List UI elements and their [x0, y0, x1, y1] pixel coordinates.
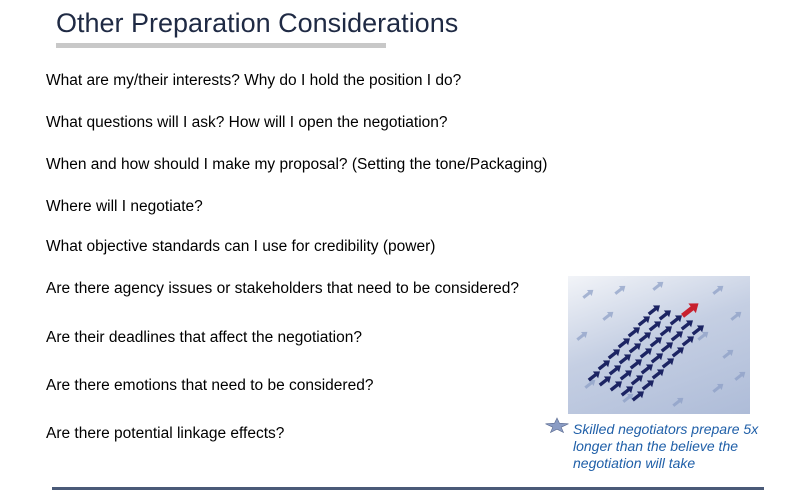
arrow-mark — [580, 286, 596, 301]
footer-rule — [52, 487, 764, 490]
arrow-mark — [648, 333, 665, 350]
question-opening: What questions will I ask? How will I op… — [46, 114, 448, 131]
arrow-mark — [627, 339, 644, 356]
arrow-mark — [680, 332, 697, 349]
arrow-mark — [628, 355, 645, 372]
arrow-mark — [638, 344, 655, 361]
question-location: Where will I negotiate? — [46, 198, 203, 215]
star-icon — [545, 417, 569, 433]
question-linkage: Are there potential linkage effects? — [46, 425, 285, 442]
arrow-mark — [616, 334, 633, 351]
arrow-mark — [574, 328, 590, 343]
arrow-mark — [678, 298, 703, 321]
arrow-mark — [710, 380, 726, 395]
arrow-mark — [650, 365, 667, 382]
arrow-mark — [639, 360, 656, 377]
arrow-mark — [650, 278, 666, 293]
arrow-mark — [606, 345, 623, 362]
arrow-mark — [600, 308, 616, 323]
arrow-mark — [660, 354, 677, 371]
question-emotions: Are there emotions that need to be consi… — [46, 377, 374, 394]
arrow-mark — [617, 350, 634, 367]
arrow-mark — [669, 327, 686, 344]
arrow-mark — [670, 343, 687, 360]
arrow-mark — [647, 317, 664, 334]
arrow-mark — [636, 312, 653, 329]
question-interests: What are my/their interests? Why do I ho… — [46, 72, 462, 89]
title-underline — [56, 43, 386, 48]
arrow-mark — [607, 361, 624, 378]
question-stakeholders: Are there agency issues or stakeholders … — [46, 280, 520, 297]
arrow-mark — [640, 376, 657, 393]
caption-text: Skilled negotiators prepare 5x longer th… — [573, 421, 759, 471]
arrow-mark — [597, 372, 614, 389]
arrow-mark — [649, 349, 666, 366]
arrow-mark — [732, 368, 748, 383]
arrow-mark — [596, 356, 613, 373]
arrow-mark — [619, 382, 636, 399]
arrows-flock-image — [568, 276, 750, 414]
arrow-mark — [679, 316, 696, 333]
arrows-illustration — [574, 278, 748, 409]
arrow-mark — [629, 371, 646, 388]
arrow-mark — [646, 301, 663, 318]
arrow-mark — [670, 394, 686, 409]
question-deadlines: Are their deadlines that affect the nego… — [46, 329, 362, 346]
arrow-mark — [728, 308, 744, 323]
arrow-mark — [618, 366, 635, 383]
arrow-mark — [658, 322, 675, 339]
question-standards: What objective standards can I use for c… — [46, 238, 436, 255]
arrow-mark — [657, 306, 674, 323]
arrow-mark — [637, 328, 654, 345]
arrow-mark — [720, 346, 736, 361]
question-proposal: When and how should I make my proposal? … — [46, 156, 548, 173]
slide-title: Other Preparation Considerations — [56, 8, 459, 38]
arrow-mark — [626, 323, 643, 340]
arrow-mark — [659, 338, 676, 355]
arrow-mark — [710, 282, 726, 297]
arrow-mark — [608, 377, 625, 394]
arrow-mark — [612, 282, 628, 297]
